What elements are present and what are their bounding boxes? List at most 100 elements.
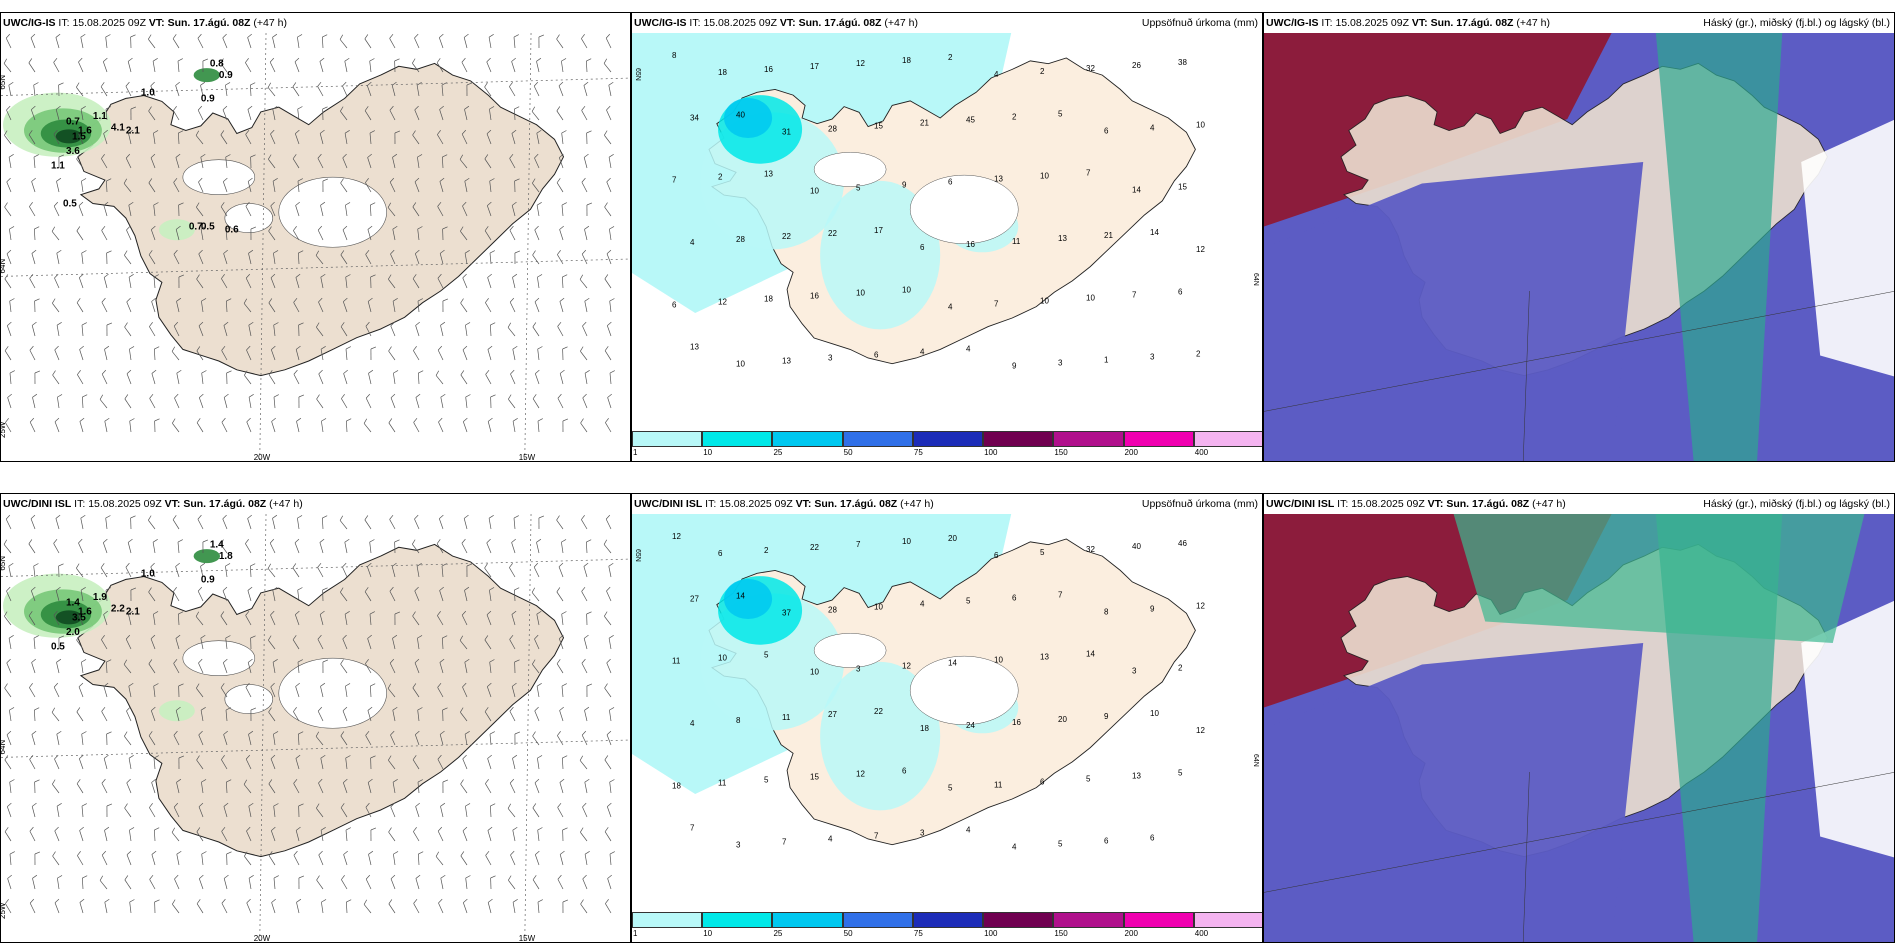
precip-value-label: 6 [874, 351, 879, 360]
precip-value-label: 6 [920, 243, 925, 252]
precip-value-label: 7 [874, 832, 879, 841]
precip-value-label: 10 [1040, 172, 1049, 181]
precip-value-label: 7 [690, 824, 695, 833]
precip-value-label: 18 [718, 68, 727, 77]
wind-value-label: 0.5 [51, 641, 65, 652]
precip-value-label: 13 [1040, 653, 1049, 662]
precip-value-label: 5 [1040, 548, 1045, 557]
colorbar-tick-label: 100 [984, 929, 998, 938]
wind-value-label: 4.1 [111, 123, 125, 134]
precip-value-label: 7 [782, 838, 787, 847]
precip-value-label: 6 [672, 300, 677, 309]
precip-value-label: 6 [1012, 593, 1017, 602]
precip-value-label: 7 [856, 540, 861, 549]
precip-value-label: 18 [764, 294, 773, 303]
precip-value-label: 14 [1086, 650, 1095, 659]
colorbar-swatch [1053, 912, 1124, 928]
precip-value-label: 17 [874, 226, 883, 235]
panel-subtitle: Uppsöfnuð úrkoma (mm) [1141, 498, 1258, 510]
colorbar-swatch [1193, 431, 1262, 447]
precip-value-label: 5 [856, 184, 861, 193]
precip-value-label: 14 [1132, 186, 1141, 195]
precip-value-label: 10 [1150, 709, 1159, 718]
precip-value-label: 16 [1012, 718, 1021, 727]
precip-value-label: 16 [966, 240, 975, 249]
wind-value-label: 0.7 [66, 117, 80, 128]
precip-value-label: 16 [810, 291, 819, 300]
precip-value-label: 3 [920, 829, 925, 838]
precip-value-label: 7 [1058, 590, 1063, 599]
precip-value-label: 10 [1086, 293, 1095, 302]
colorbar-swatch [983, 431, 1054, 447]
precip-value-label: 4 [920, 599, 925, 608]
precip-value-label: 5 [948, 783, 953, 792]
precip-value-label: 3 [1150, 353, 1155, 362]
precip-value-label: 38 [1178, 58, 1187, 67]
cloud-map [1264, 33, 1894, 461]
precip-value-label: 3 [1132, 667, 1137, 676]
precip-value-label: 13 [1132, 771, 1141, 780]
precip-value-label: 8 [736, 716, 741, 725]
precip-value-label: 13 [994, 175, 1003, 184]
precip-value-label: 7 [672, 176, 677, 185]
precip-value-label: 20 [1058, 715, 1067, 724]
precip-value-label: 4 [966, 826, 971, 835]
precip-value-label: 21 [1104, 231, 1113, 240]
precip-value-label: 4 [1150, 123, 1155, 132]
colorbar-tick-label: 100 [984, 448, 998, 457]
precip-value-label: 7 [1132, 290, 1137, 299]
precip-value-label: 6 [1104, 126, 1109, 135]
precip-value-label: 12 [1196, 245, 1205, 254]
wind-value-label: 1.1 [93, 111, 107, 122]
colorbar-tick-label: 10 [703, 448, 713, 457]
wind-value-label: 1.5 [72, 131, 86, 142]
precip-value-label: 10 [1196, 120, 1205, 129]
precip-value-label: 4 [690, 719, 695, 728]
colorbar-tick-label: 75 [913, 448, 923, 457]
precip-value-label: 9 [902, 181, 907, 190]
precip-value-label: 22 [782, 232, 791, 241]
panel-subtitle: Háský (gr.), miðský (fj.bl.) og lágský (… [1703, 498, 1890, 510]
precip-value-label: 18 [672, 781, 681, 790]
precip-value-label: 27 [828, 710, 837, 719]
precip-value-label: 6 [948, 178, 953, 187]
panel-wind-dini: UWC/DINI ISL IT: 15.08.2025 09Z VT: Sun.… [0, 493, 631, 943]
precip-value-label: 26 [1132, 61, 1141, 70]
precip-value-label: 16 [764, 65, 773, 74]
precip-value-label: 15 [1178, 183, 1187, 192]
precip-value-label: 14 [1150, 228, 1159, 237]
wind-value-label: 1.1 [51, 160, 65, 171]
precip-value-label: 10 [856, 288, 865, 297]
precip-value-label: 28 [828, 124, 837, 133]
precip-value-label: 2 [718, 173, 723, 182]
colorbar-tick-label: 400 [1194, 929, 1209, 938]
precip-value-label: 14 [948, 659, 957, 668]
wind-value-label: 0.7 [189, 222, 203, 233]
colorbar-swatch [912, 912, 984, 928]
precip-value-label: 21 [920, 118, 929, 127]
precip-value-label: 22 [810, 543, 819, 552]
colorbar-tick-label: 25 [773, 929, 783, 938]
lon-label: 20W [254, 453, 271, 462]
colorbar-swatch [1123, 912, 1194, 928]
lon-label: 25W [1, 902, 7, 919]
colorbar-swatch [772, 912, 843, 928]
colorbar-tick-label: 50 [843, 929, 853, 938]
colorbar-swatch [842, 912, 913, 928]
wind-value-label: 1.4 [66, 598, 80, 609]
wind-value-label: 2.0 [66, 627, 80, 638]
precip-value-label: 22 [874, 707, 883, 716]
lat-label: 64N [1, 259, 7, 274]
lat-label: 64N [1252, 273, 1259, 286]
lat-label: 65N [634, 549, 641, 562]
colorbar-tick-label: 400 [1194, 448, 1209, 457]
precip-value-label: 5 [764, 775, 769, 784]
precip-value-label: 18 [902, 56, 911, 65]
precip-value-label: 5 [1058, 840, 1063, 849]
precip-value-label: 11 [782, 713, 791, 722]
precip-value-label: 4 [690, 238, 695, 247]
wind-value-label: 1.0 [141, 569, 155, 580]
